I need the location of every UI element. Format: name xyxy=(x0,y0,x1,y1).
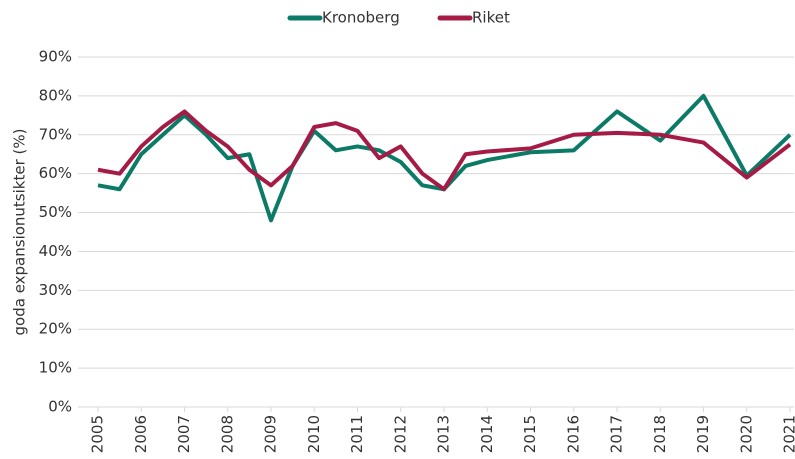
y-tick-label: 10% xyxy=(39,359,72,377)
y-tick-label: 40% xyxy=(39,242,72,260)
x-tick-label: 2019 xyxy=(694,415,712,453)
x-tick-label: 2020 xyxy=(737,415,755,453)
series-line xyxy=(97,93,792,223)
legend-label: Kronoberg xyxy=(322,9,400,27)
legend-label: Riket xyxy=(472,9,510,27)
y-tick-label: 30% xyxy=(39,281,72,299)
x-tick-label: 2011 xyxy=(348,415,366,453)
x-tick-label: 2021 xyxy=(781,415,795,453)
x-tick-label: 2013 xyxy=(435,415,453,453)
y-axis-label: goda expansionutsikter (%) xyxy=(11,129,29,336)
x-tick-label: 2008 xyxy=(218,415,236,453)
x-tick-label: 2015 xyxy=(521,415,539,453)
x-tick-label: 2005 xyxy=(89,415,107,453)
x-tick-label: 2012 xyxy=(391,415,409,453)
x-tick-label: 2017 xyxy=(608,415,626,453)
x-tick-label: 2016 xyxy=(564,415,582,453)
y-tick-label: 20% xyxy=(39,320,72,338)
y-tick-label: 0% xyxy=(48,398,72,416)
x-tick-label: 2018 xyxy=(651,415,669,453)
y-tick-label: 70% xyxy=(39,125,72,143)
y-tick-label: 80% xyxy=(39,86,72,104)
x-tick-label: 2010 xyxy=(305,415,323,453)
y-tick-label: 90% xyxy=(39,48,72,66)
x-tick-label: 2007 xyxy=(175,415,193,453)
x-tick-label: 2006 xyxy=(132,415,150,453)
x-tick-label: 2014 xyxy=(478,415,496,453)
x-tick-label: 2009 xyxy=(262,415,280,453)
y-tick-label: 60% xyxy=(39,164,72,182)
series-line xyxy=(97,109,792,192)
y-tick-label: 50% xyxy=(39,203,72,221)
